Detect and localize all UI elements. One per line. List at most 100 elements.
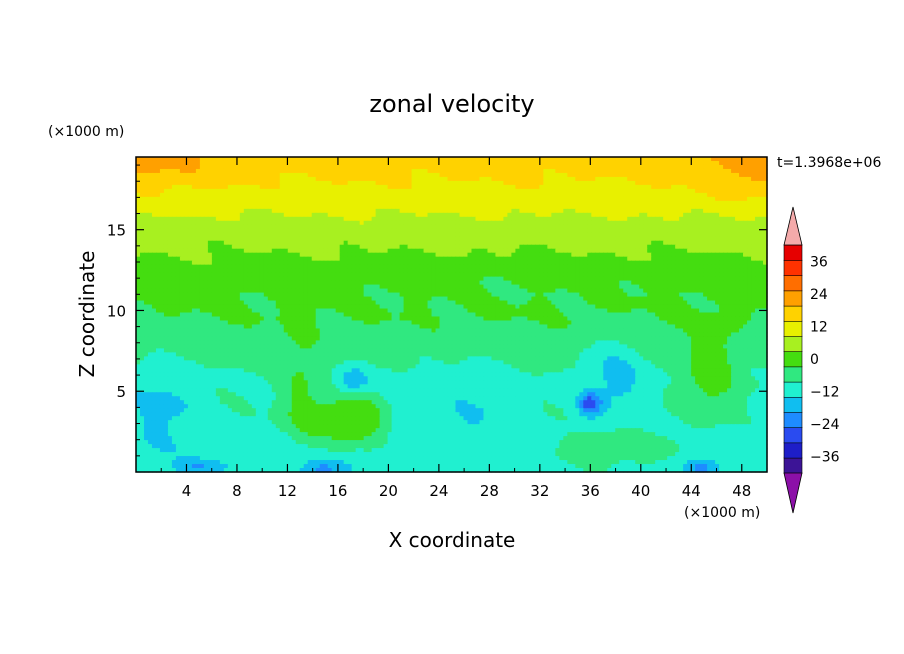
field-cell <box>307 196 313 202</box>
field-cell <box>136 264 141 270</box>
field-cell <box>339 256 345 262</box>
field-cell <box>639 212 644 218</box>
field-cell <box>427 164 433 170</box>
field-cell <box>575 168 580 174</box>
field-cell <box>323 244 329 250</box>
field-cell <box>747 248 752 254</box>
field-cell <box>343 224 349 230</box>
field-cell <box>443 157 449 162</box>
field-cell <box>403 272 409 278</box>
field-cell <box>687 176 692 182</box>
field-cell <box>567 252 572 258</box>
field-cell <box>415 168 421 174</box>
field-cell <box>291 168 297 174</box>
field-cell <box>447 204 453 210</box>
field-cell <box>163 164 169 170</box>
field-cell <box>339 188 345 194</box>
field-cell <box>227 252 233 258</box>
field-cell <box>515 280 520 286</box>
field-cell <box>591 188 596 194</box>
field-cell <box>387 212 393 218</box>
field-cell <box>467 172 473 178</box>
field-cell <box>339 236 345 242</box>
field-cell <box>243 260 249 266</box>
field-cell <box>239 164 245 170</box>
field-cell <box>163 248 169 254</box>
field-cell <box>435 280 441 286</box>
field-cell <box>523 180 528 186</box>
field-cell <box>311 276 317 282</box>
field-cell <box>755 276 760 282</box>
field-cell <box>547 184 552 190</box>
field-cell <box>583 244 588 250</box>
field-cell <box>239 157 245 162</box>
field-cell <box>547 164 552 170</box>
field-cell <box>359 157 365 162</box>
field-cell <box>147 260 153 266</box>
field-cell <box>447 208 453 214</box>
field-cell <box>639 272 644 278</box>
field-cell <box>187 204 193 210</box>
field-cell <box>535 216 540 222</box>
field-cell <box>455 212 461 218</box>
field-cell <box>727 228 732 234</box>
field-cell <box>607 272 612 278</box>
field-cell <box>759 272 764 278</box>
field-cell <box>659 276 664 282</box>
field-cell <box>311 232 317 238</box>
field-cell <box>411 264 417 270</box>
field-cell <box>539 268 544 274</box>
field-cell <box>671 252 676 258</box>
field-cell <box>219 224 225 230</box>
field-cell <box>571 224 576 230</box>
field-cell <box>287 224 293 230</box>
field-cell <box>679 252 684 258</box>
field-cell <box>603 188 608 194</box>
field-cell <box>503 160 509 166</box>
field-cell <box>419 208 425 214</box>
field-cell <box>459 184 465 190</box>
field-cell <box>335 212 341 218</box>
field-cell <box>755 212 760 218</box>
field-cell <box>663 276 668 282</box>
field-cell <box>451 208 457 214</box>
field-cell <box>347 248 353 254</box>
field-cell <box>723 164 728 170</box>
field-cell <box>535 157 540 162</box>
field-cell <box>711 192 716 198</box>
field-cell <box>615 204 620 210</box>
field-cell <box>295 268 301 274</box>
field-cell <box>499 184 505 190</box>
field-cell <box>423 224 429 230</box>
field-cell <box>475 240 481 246</box>
field-cell <box>255 208 261 214</box>
field-cell <box>247 260 253 266</box>
field-cell <box>243 200 249 206</box>
field-cell <box>563 268 568 274</box>
field-cell <box>711 168 716 174</box>
field-cell <box>663 220 668 226</box>
field-cell <box>515 228 520 234</box>
field-cell <box>419 260 425 266</box>
field-cell <box>299 240 305 246</box>
field-cell <box>159 260 165 266</box>
field-cell <box>199 268 205 274</box>
field-cell <box>735 264 740 270</box>
field-cell <box>615 196 620 202</box>
field-cell <box>751 276 756 282</box>
field-cell <box>343 184 349 190</box>
field-cell <box>699 256 704 262</box>
field-cell <box>175 280 181 286</box>
field-cell <box>451 244 457 250</box>
field-cell <box>347 172 353 178</box>
field-cell <box>531 188 536 194</box>
field-cell <box>379 200 385 206</box>
field-cell <box>175 216 181 222</box>
field-cell <box>459 188 465 194</box>
field-cell <box>523 196 528 202</box>
field-cell <box>699 220 704 226</box>
field-cell <box>207 276 213 282</box>
field-cell <box>487 240 493 246</box>
field-cell <box>451 216 457 222</box>
field-cell <box>751 252 756 258</box>
